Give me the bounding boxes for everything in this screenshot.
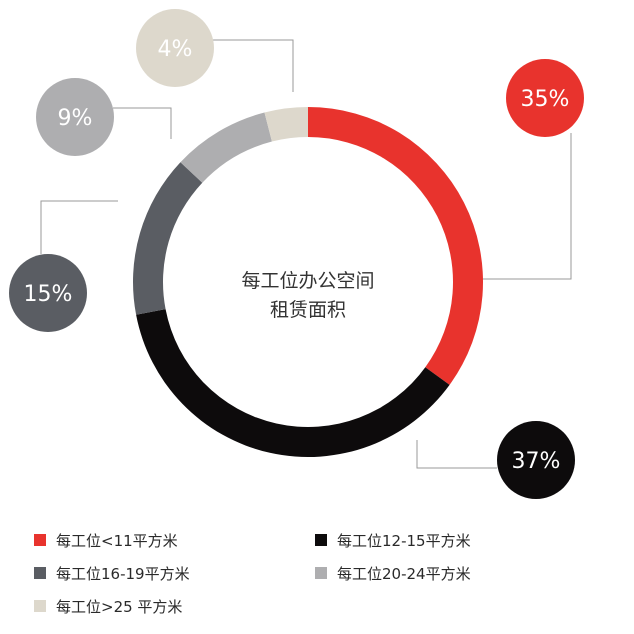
- legend-swatch-gt25: [34, 600, 46, 612]
- leader-line-20-24: [113, 107, 172, 139]
- value-label-12-15: 37%: [512, 449, 561, 474]
- donut-slice-16-19: [133, 162, 203, 315]
- value-bubble-20-24: [36, 78, 114, 156]
- value-label-20-24: 9%: [58, 106, 93, 131]
- value-bubble-12-15: [497, 421, 575, 499]
- legend-swatch-20-24: [315, 567, 327, 579]
- legend-item-12-15: 每工位12-15平方米: [315, 528, 471, 552]
- value-bubble-gt25: [136, 9, 214, 87]
- donut-slice-20-24: [180, 112, 272, 183]
- legend-item-gt25: 每工位>25 平方米: [34, 594, 182, 618]
- value-label-lt11: 35%: [521, 87, 570, 112]
- legend-swatch-lt11: [34, 534, 46, 546]
- legend-swatch-16-19: [34, 567, 46, 579]
- legend-label-lt11: 每工位<11平方米: [56, 531, 178, 550]
- leader-line-lt11: [482, 133, 572, 280]
- legend-item-20-24: 每工位20-24平方米: [315, 561, 471, 585]
- value-bubbles: 35% 37% 15% 9% 4%: [9, 9, 584, 499]
- legend-swatch-12-15: [315, 534, 327, 546]
- value-label-gt25: 4%: [158, 37, 193, 62]
- donut-slice-gt25: [264, 107, 308, 142]
- center-title-line-1: 每工位办公空间: [241, 270, 374, 292]
- donut-slices: [133, 107, 483, 457]
- value-bubble-lt11: [506, 59, 584, 137]
- value-bubble-16-19: [9, 254, 87, 332]
- donut-slice-12-15: [136, 309, 450, 457]
- legend-label-12-15: 每工位12-15平方米: [337, 531, 471, 550]
- value-label-16-19: 15%: [24, 282, 73, 307]
- leader-line-12-15: [416, 440, 497, 469]
- donut-slice-lt11: [308, 107, 483, 385]
- leader-line-16-19: [40, 200, 118, 254]
- legend-label-16-19: 每工位16-19平方米: [56, 564, 190, 583]
- leader-lines: [40, 39, 572, 469]
- legend-item-lt11: 每工位<11平方米: [34, 528, 178, 552]
- leader-line-gt25: [211, 39, 294, 92]
- legend-item-16-19: 每工位16-19平方米: [34, 561, 190, 585]
- center-title-line-2: 租赁面积: [270, 299, 346, 321]
- legend-label-20-24: 每工位20-24平方米: [337, 564, 471, 583]
- legend-label-gt25: 每工位>25 平方米: [56, 597, 183, 616]
